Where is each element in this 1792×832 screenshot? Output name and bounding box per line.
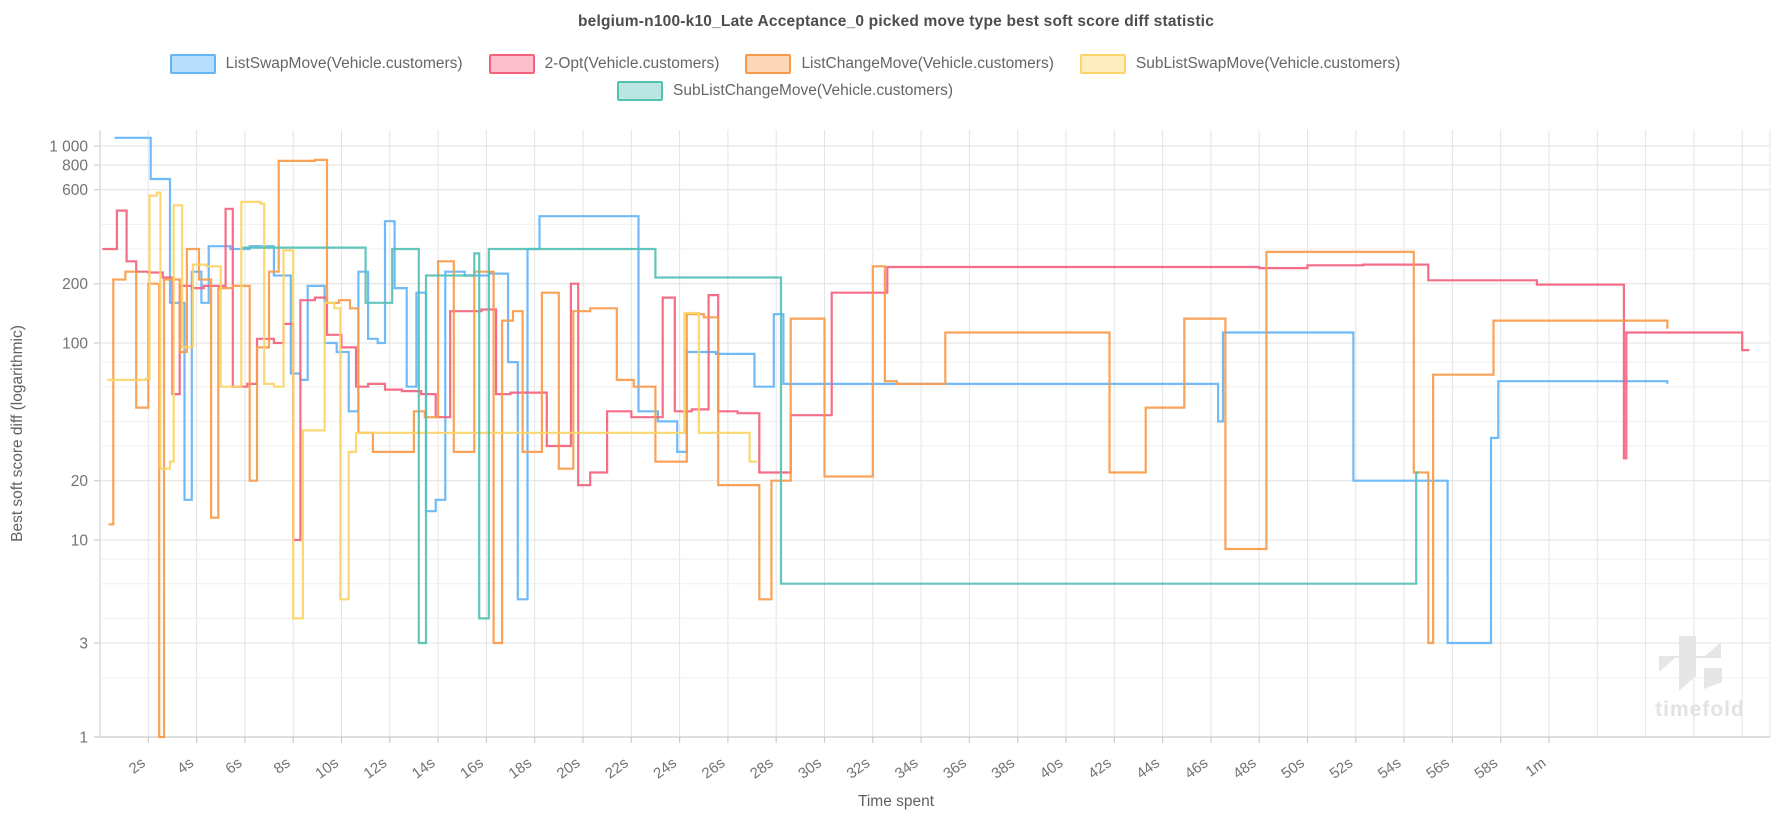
x-tick-label: 50s xyxy=(1278,754,1308,782)
chart-line-0 xyxy=(114,136,1669,645)
chart-line-4 xyxy=(242,246,1419,645)
chart-line-3 xyxy=(107,191,757,620)
x-tick-label: 22s xyxy=(602,754,632,782)
x-tick-label: 52s xyxy=(1327,754,1357,782)
timefold-watermark: timefold xyxy=(1655,636,1745,721)
x-tick-label: 46s xyxy=(1182,754,1212,782)
x-tick-label: 40s xyxy=(1037,754,1067,782)
x-tick-label: 48s xyxy=(1230,754,1260,782)
y-tick-label: 800 xyxy=(62,158,88,175)
legend-item-3[interactable]: SubListSwapMove(Vehicle.customers) xyxy=(1079,54,1401,74)
legend-label: ListSwapMove(Vehicle.customers) xyxy=(225,55,463,72)
x-tick-label: 16s xyxy=(457,754,487,782)
x-tick-label: 26s xyxy=(699,754,729,782)
legend-label: SubListSwapMove(Vehicle.customers) xyxy=(1135,55,1401,72)
legend-row-2: SubListChangeMove(Vehicle.customers) xyxy=(617,81,953,101)
legend-swatch-icon xyxy=(617,81,663,101)
y-tick-label: 10 xyxy=(71,533,89,550)
legend-item-0[interactable]: ListSwapMove(Vehicle.customers) xyxy=(169,54,463,74)
y-tick-label: 600 xyxy=(62,182,88,199)
y-axis-ticks: 1 3 10 20 100 200 600 800 1 000 xyxy=(49,139,100,747)
x-tick-label: 58s xyxy=(1471,754,1501,782)
x-tick-label: 8s xyxy=(271,754,294,777)
y-tick-label: 20 xyxy=(71,473,89,490)
y-tick-label: 1 000 xyxy=(49,139,88,156)
x-axis-ticks: 2s 4s 6s 8s 10s 12s 14s 16s 18s 20s 22s 24s 26s 28s 30… xyxy=(126,737,1550,782)
y-tick-label: 200 xyxy=(62,276,88,293)
x-tick-label: 56s xyxy=(1423,754,1453,782)
x-tick-label: 2s xyxy=(126,754,149,777)
legend-swatch-icon xyxy=(745,54,792,74)
x-tick-label: 42s xyxy=(1085,754,1115,782)
y-tick-label: 100 xyxy=(62,336,88,353)
x-tick-label: 1m xyxy=(1522,754,1549,780)
legend-swatch-icon xyxy=(169,54,216,74)
watermark-text: timefold xyxy=(1655,698,1745,721)
x-tick-label: 38s xyxy=(988,754,1018,782)
chart-line-1 xyxy=(102,207,1750,542)
x-tick-label: 34s xyxy=(892,754,922,782)
legend-label: 2-Opt(Vehicle.customers) xyxy=(544,55,720,72)
series-lines xyxy=(102,136,1750,739)
x-tick-label: 36s xyxy=(940,754,970,782)
x-tick-label: 10s xyxy=(312,754,342,782)
x-tick-label: 30s xyxy=(795,754,825,782)
x-tick-label: 6s xyxy=(222,754,245,777)
x-axis-title: Time spent xyxy=(858,793,935,810)
x-tick-label: 20s xyxy=(554,754,584,782)
x-tick-label: 4s xyxy=(174,754,197,777)
legend-item-1[interactable]: 2-Opt(Vehicle.customers) xyxy=(488,54,720,74)
x-tick-label: 24s xyxy=(650,754,680,782)
legend-swatch-icon xyxy=(1079,54,1126,74)
legend-label: SubListChangeMove(Vehicle.customers) xyxy=(673,82,953,99)
x-tick-label: 54s xyxy=(1375,754,1405,782)
y-axis-title: Best soft score diff (logarithmic) xyxy=(9,325,26,542)
chart-legend: ListSwapMove(Vehicle.customers) 2-Opt(Veh… xyxy=(0,54,1570,101)
x-tick-label: 28s xyxy=(747,754,777,782)
x-tick-label: 18s xyxy=(505,754,535,782)
legend-row-1: ListSwapMove(Vehicle.customers) 2-Opt(Veh… xyxy=(169,54,1401,74)
grid-lines xyxy=(99,130,1771,738)
y-tick-label: 1 xyxy=(79,730,88,747)
chart-title: belgium-n100-k10_Late Acceptance_0 picke… xyxy=(577,13,1215,30)
legend-item-4[interactable]: SubListChangeMove(Vehicle.customers) xyxy=(617,81,953,101)
x-tick-label: 12s xyxy=(361,754,391,782)
x-tick-label: 14s xyxy=(409,754,439,782)
legend-swatch-icon xyxy=(488,54,535,74)
legend-label: ListChangeMove(Vehicle.customers) xyxy=(801,55,1054,72)
y-tick-label: 3 xyxy=(79,636,88,653)
x-tick-label: 44s xyxy=(1133,754,1163,782)
chart-line-2 xyxy=(108,158,1669,739)
legend-item-2[interactable]: ListChangeMove(Vehicle.customers) xyxy=(745,54,1054,74)
x-tick-label: 32s xyxy=(844,754,874,782)
